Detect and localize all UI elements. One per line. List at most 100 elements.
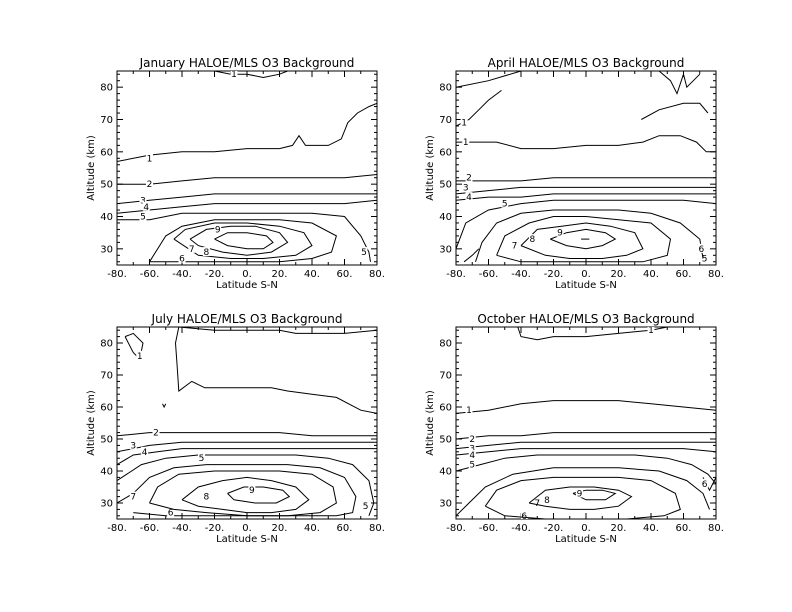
x-tick-label: -40. [172,523,192,534]
x-tick-label: 40. [643,269,659,280]
contour-label-bg [142,201,150,211]
contour-label: 5 [469,461,475,471]
y-tick-label: 60 [439,403,452,414]
x-axis-label: Latitude S-N [216,280,278,291]
contour-line-6 [456,467,710,517]
contour-line-2 [117,174,377,185]
contour-label: 3 [463,183,469,193]
x-tick-label: -20. [544,523,564,534]
contour-line-8 [528,486,633,510]
contour-line-8 [520,222,644,259]
contour-line-9 [227,486,291,504]
x-tick-label: -80. [107,269,127,280]
x-tick-label: -60. [479,523,499,534]
y-tick-label: 70 [439,115,452,126]
y-tick-label: 40 [439,212,452,223]
contour-label-bg [520,510,528,519]
contour-label-bg [697,243,705,253]
contour-line-1 [178,327,377,334]
chart-title: October HALOE/MLS O3 Background [477,312,694,326]
contour-label: 6 [702,480,708,490]
contour-label: 9 [557,229,563,239]
plot-frame [455,70,717,266]
x-tick-label: 40. [643,523,659,534]
x-tick-label: -80. [446,523,466,534]
contour-label: 3 [140,196,146,206]
contour-line-6 [149,219,337,263]
x-tick-label: 80. [708,269,724,280]
contour-label-bg [129,440,137,450]
chart-title: July HALOE/MLS O3 Background [151,312,343,326]
contour-label-bg [701,478,709,488]
contour-label: 7 [534,499,540,509]
contour-label: 7 [189,245,195,255]
contour-label-bg [501,198,509,208]
y-tick-label: 80 [100,339,113,350]
contour-line-1 [456,135,716,153]
contour-label-bg [465,405,473,415]
contour-label-bg [202,491,210,501]
contour-line-1 [214,71,288,79]
contour-line-1 [517,327,668,341]
contour-label: 4 [469,451,475,461]
contour-label-bg [167,507,175,517]
contour-label: 8 [204,248,210,258]
contour-line-6 [475,209,704,262]
contour-line-1 [117,102,377,162]
contour-label-bg [528,234,536,244]
contour-line-9 [214,232,274,250]
contour-line-9 [550,228,617,250]
x-tick-label: 60. [676,269,692,280]
x-axis-label: Latitude S-N [555,534,617,545]
contour-label: 7 [130,493,136,503]
chart-title: January HALOE/MLS O3 Background [139,56,355,70]
x-tick-label: -40. [172,269,192,280]
contour-label-bg [511,240,518,250]
contour-label: 9 [577,489,583,499]
x-tick-label: 0. [242,523,252,534]
contour-label-bg [152,427,160,437]
contour-label: 3 [130,441,136,451]
x-tick-label: 40. [304,269,320,280]
y-tick-label: 80 [439,339,452,350]
x-tick-label: 80. [369,269,385,280]
contour-label: 2 [469,435,475,445]
contour-label-bg [556,227,564,237]
contour-label-bg [543,494,551,504]
x-tick-label: 80. [369,523,385,534]
plot-frame [116,70,378,266]
contour-label-bg [129,491,137,501]
contour-label: 5 [702,255,708,265]
contour-label: 3 [469,445,475,455]
y-tick-label: 50 [439,180,452,191]
contour-label-bg [468,459,476,469]
contour-label-bg [465,192,473,202]
contour-label: 1 [137,352,143,362]
x-tick-label: 60. [337,269,353,280]
contour-label-bg [701,253,709,263]
y-axis-label: Altitude (km) [425,390,436,456]
contour-label-bg [362,501,370,511]
contour-label-bg [202,247,210,257]
contour-label: 1 [231,70,237,80]
contour-label: 9 [215,225,221,235]
y-axis-label: Altitude (km) [86,135,97,201]
contour-line-3 [117,193,377,205]
contour-label-bg [188,243,196,253]
y-tick-label: 30 [100,244,113,255]
contour-line-1 [456,400,716,414]
contour-label: 1 [461,119,467,129]
x-tick-label: 20. [272,269,288,280]
contour-line-7 [149,470,337,517]
x-tick-label: -20. [544,269,564,280]
contour-label-bg [647,327,655,335]
y-tick-label: 80 [100,83,113,94]
contour-line-1 [162,403,167,409]
chart-panel: July HALOE/MLS O3 Background -80. -60. -40.… [86,312,385,545]
contour-label-bg [141,446,149,456]
contour-label: 8 [204,493,210,503]
contour-label-bg [468,443,476,453]
x-tick-label: 20. [272,523,288,534]
contour-label: 2 [466,174,472,184]
